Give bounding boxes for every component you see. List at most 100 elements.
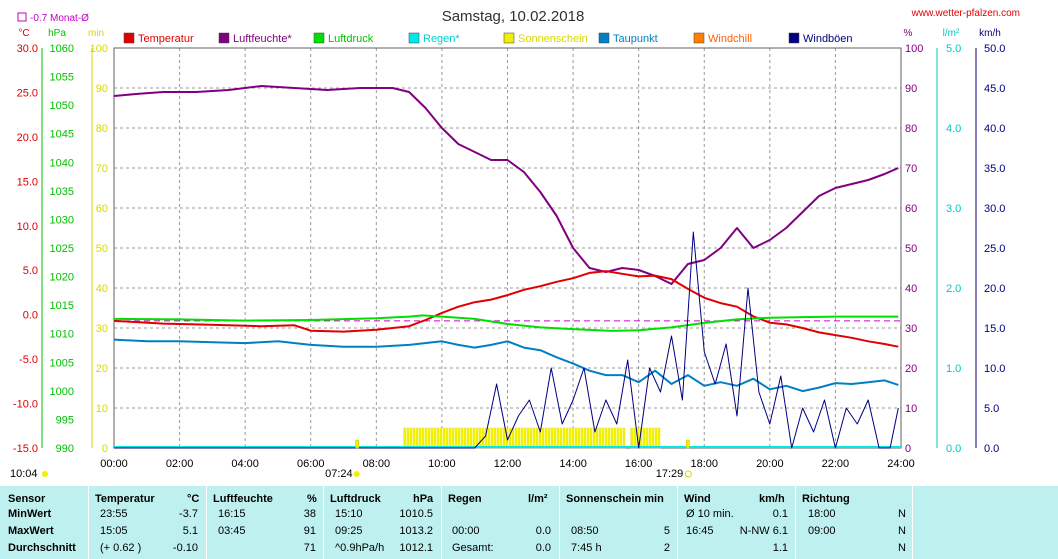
wind-axis-tick-label: 35.0 [984, 163, 1005, 175]
humidity-axis-tick-label: 30 [905, 323, 917, 335]
sun-times: 07:24 17:29 10:04 [10, 439, 692, 480]
humidity-axis-tick-label: 50 [905, 243, 917, 255]
humidity-axis-tick-label: 10 [905, 403, 917, 415]
header-humidity: Luftfeuchte [213, 493, 273, 505]
stat-cell-temp-time: 15:05 [100, 525, 128, 537]
pressure-axis-tick-label: 1060 [50, 43, 74, 55]
stat-cell-dir-val: N [898, 542, 906, 554]
column-divider [559, 486, 560, 559]
wind-axis-tick-label: 50.0 [984, 43, 1005, 55]
rain-unit: l/m² [943, 28, 960, 39]
x-axis-tick-label: 08:00 [363, 458, 391, 470]
header-rain-unit: l/m² [528, 493, 548, 505]
pressure-axis-tick-label: 995 [56, 414, 74, 426]
legend-swatch [408, 32, 420, 44]
rain-axis-tick-label: 1.0 [946, 363, 961, 375]
pressure-axis-tick-label: 1040 [50, 157, 74, 169]
wind-axis-tick-label: 20.0 [984, 283, 1005, 295]
humidity-axis-tick-label: 20 [905, 363, 917, 375]
humidity-unit: % [904, 28, 913, 39]
pressure-axis-tick-label: 1050 [50, 100, 74, 112]
legend-swatch [218, 32, 230, 44]
sunshine-axis-tick-label: 0 [102, 443, 108, 455]
temperature-axis-tick-label: 5.0 [23, 265, 38, 277]
stat-cell-temp-val: -3.7 [179, 508, 198, 520]
stat-cell-press-val: 1010.5 [399, 508, 433, 520]
chart-axes: 30.0 25.0 20.0 15.0 10.0 5.0 0.0 -5.0 -10.0 -15.0… [13, 43, 1006, 470]
sunrise-marker [355, 439, 359, 449]
pressure-axis-tick-label: 1000 [50, 386, 74, 398]
stat-cell-sun-val: 5 [663, 525, 670, 537]
rain-axis-tick-label: 4.0 [946, 123, 961, 135]
temperature-axis-tick-label: 25.0 [17, 87, 38, 99]
wind-axis-tick-label: 5.0 [984, 403, 999, 415]
header-hum-unit: % [307, 493, 317, 505]
rain-axis-tick-label: 5.0 [946, 43, 961, 55]
x-axis-tick-label: 02:00 [166, 458, 194, 470]
sunshine-axis-tick-label: 60 [96, 203, 108, 215]
temperature-axis-tick-label: 15.0 [17, 176, 38, 188]
header-rain: Regen [448, 493, 482, 505]
stat-cell-press-val: 1013.2 [399, 525, 433, 537]
temperature-axis-tick-label: 0.0 [23, 310, 38, 322]
sunshine-axis-tick-label: 100 [90, 43, 108, 55]
legend-swatch [503, 32, 515, 44]
pressure-axis-tick-label: 990 [56, 443, 74, 455]
temperature-axis-tick-label: -15.0 [13, 443, 38, 455]
sun-unit: min [88, 28, 104, 39]
header-press-unit: hPa [413, 493, 434, 505]
stat-cell-dir-val: N [898, 508, 906, 520]
header-wind-unit: km/h [759, 493, 785, 505]
legend-label: Windchill [708, 33, 752, 45]
wind-axis-tick-label: 10.0 [984, 363, 1005, 375]
weather-chart: 30.0 25.0 20.0 15.0 10.0 5.0 0.0 -5.0 -10.0 -15.0… [0, 0, 1058, 486]
x-axis-tick-label: 22:00 [822, 458, 850, 470]
sunset-marker [686, 439, 690, 449]
stat-cell-rain-time: 00:00 [452, 525, 480, 537]
daylight-duration: 10:04 [10, 468, 38, 480]
sunshine-bars [114, 427, 901, 449]
stat-cell-temp-val: -0.10 [172, 542, 198, 554]
series-line-taupunkt [113, 338, 899, 393]
sunset-time: 17:29 [656, 468, 684, 480]
x-axis-tick-label: 20:00 [756, 458, 784, 470]
chart-title: Samstag, 10.02.2018 [442, 8, 585, 25]
humidity-axis-tick-label: 80 [905, 123, 917, 135]
stat-cell-temp-time: (+ 0.62 ) [100, 542, 142, 554]
sunshine-axis-tick-label: 40 [96, 283, 108, 295]
chart-legend: Temperatur Luftfeuchte* Luftdruck Regen* Son… [123, 32, 853, 45]
stat-cell-label: Durchschnitt [8, 542, 76, 554]
stat-cell-dir-time: 18:00 [808, 508, 836, 520]
column-divider [88, 486, 89, 559]
x-axis-tick-label: 12:00 [494, 458, 522, 470]
stat-cell-hum-val: 38 [303, 508, 316, 520]
stat-cell-hum-time: 16:15 [218, 508, 246, 520]
pressure-unit: hPa [48, 28, 66, 39]
temperature-axis-tick-label: 10.0 [17, 221, 38, 233]
humidity-axis-tick-label: 40 [905, 283, 917, 295]
x-axis-tick-label: 10:00 [428, 458, 456, 470]
humidity-axis-tick-label: 60 [905, 203, 917, 215]
legend-swatch [788, 32, 800, 44]
legend-label: Luftfeuchte* [233, 33, 292, 45]
website-link[interactable]: www.wetter-pfalzen.com [911, 8, 1020, 19]
header-pressure: Luftdruck [330, 493, 381, 505]
stat-cell-dir-val: N [898, 525, 906, 537]
legend-swatch [123, 32, 135, 44]
series-line-temperatur [113, 270, 899, 348]
chart-background [0, 0, 1058, 486]
stat-cell-wind-time: Ø 10 min. [686, 508, 734, 520]
pressure-axis-tick-label: 1025 [50, 243, 74, 255]
monthly-avg-label: -0.7 Monat-Ø [30, 13, 89, 24]
pressure-axis-tick-label: 1055 [50, 72, 74, 84]
x-axis-tick-label: 14:00 [559, 458, 587, 470]
column-divider [441, 486, 442, 559]
column-divider [912, 486, 913, 559]
sunrise-time: 07:24 [325, 468, 353, 480]
rain-axis-tick-label: 3.0 [946, 203, 961, 215]
legend-label: Luftdruck [328, 33, 374, 45]
header-temperature: Temperatur [95, 493, 155, 505]
monthly-avg-icon [17, 12, 27, 22]
stat-cell-wind-val: N-NW 6.1 [739, 525, 788, 537]
temperature-axis-tick-label: -5.0 [19, 354, 38, 366]
